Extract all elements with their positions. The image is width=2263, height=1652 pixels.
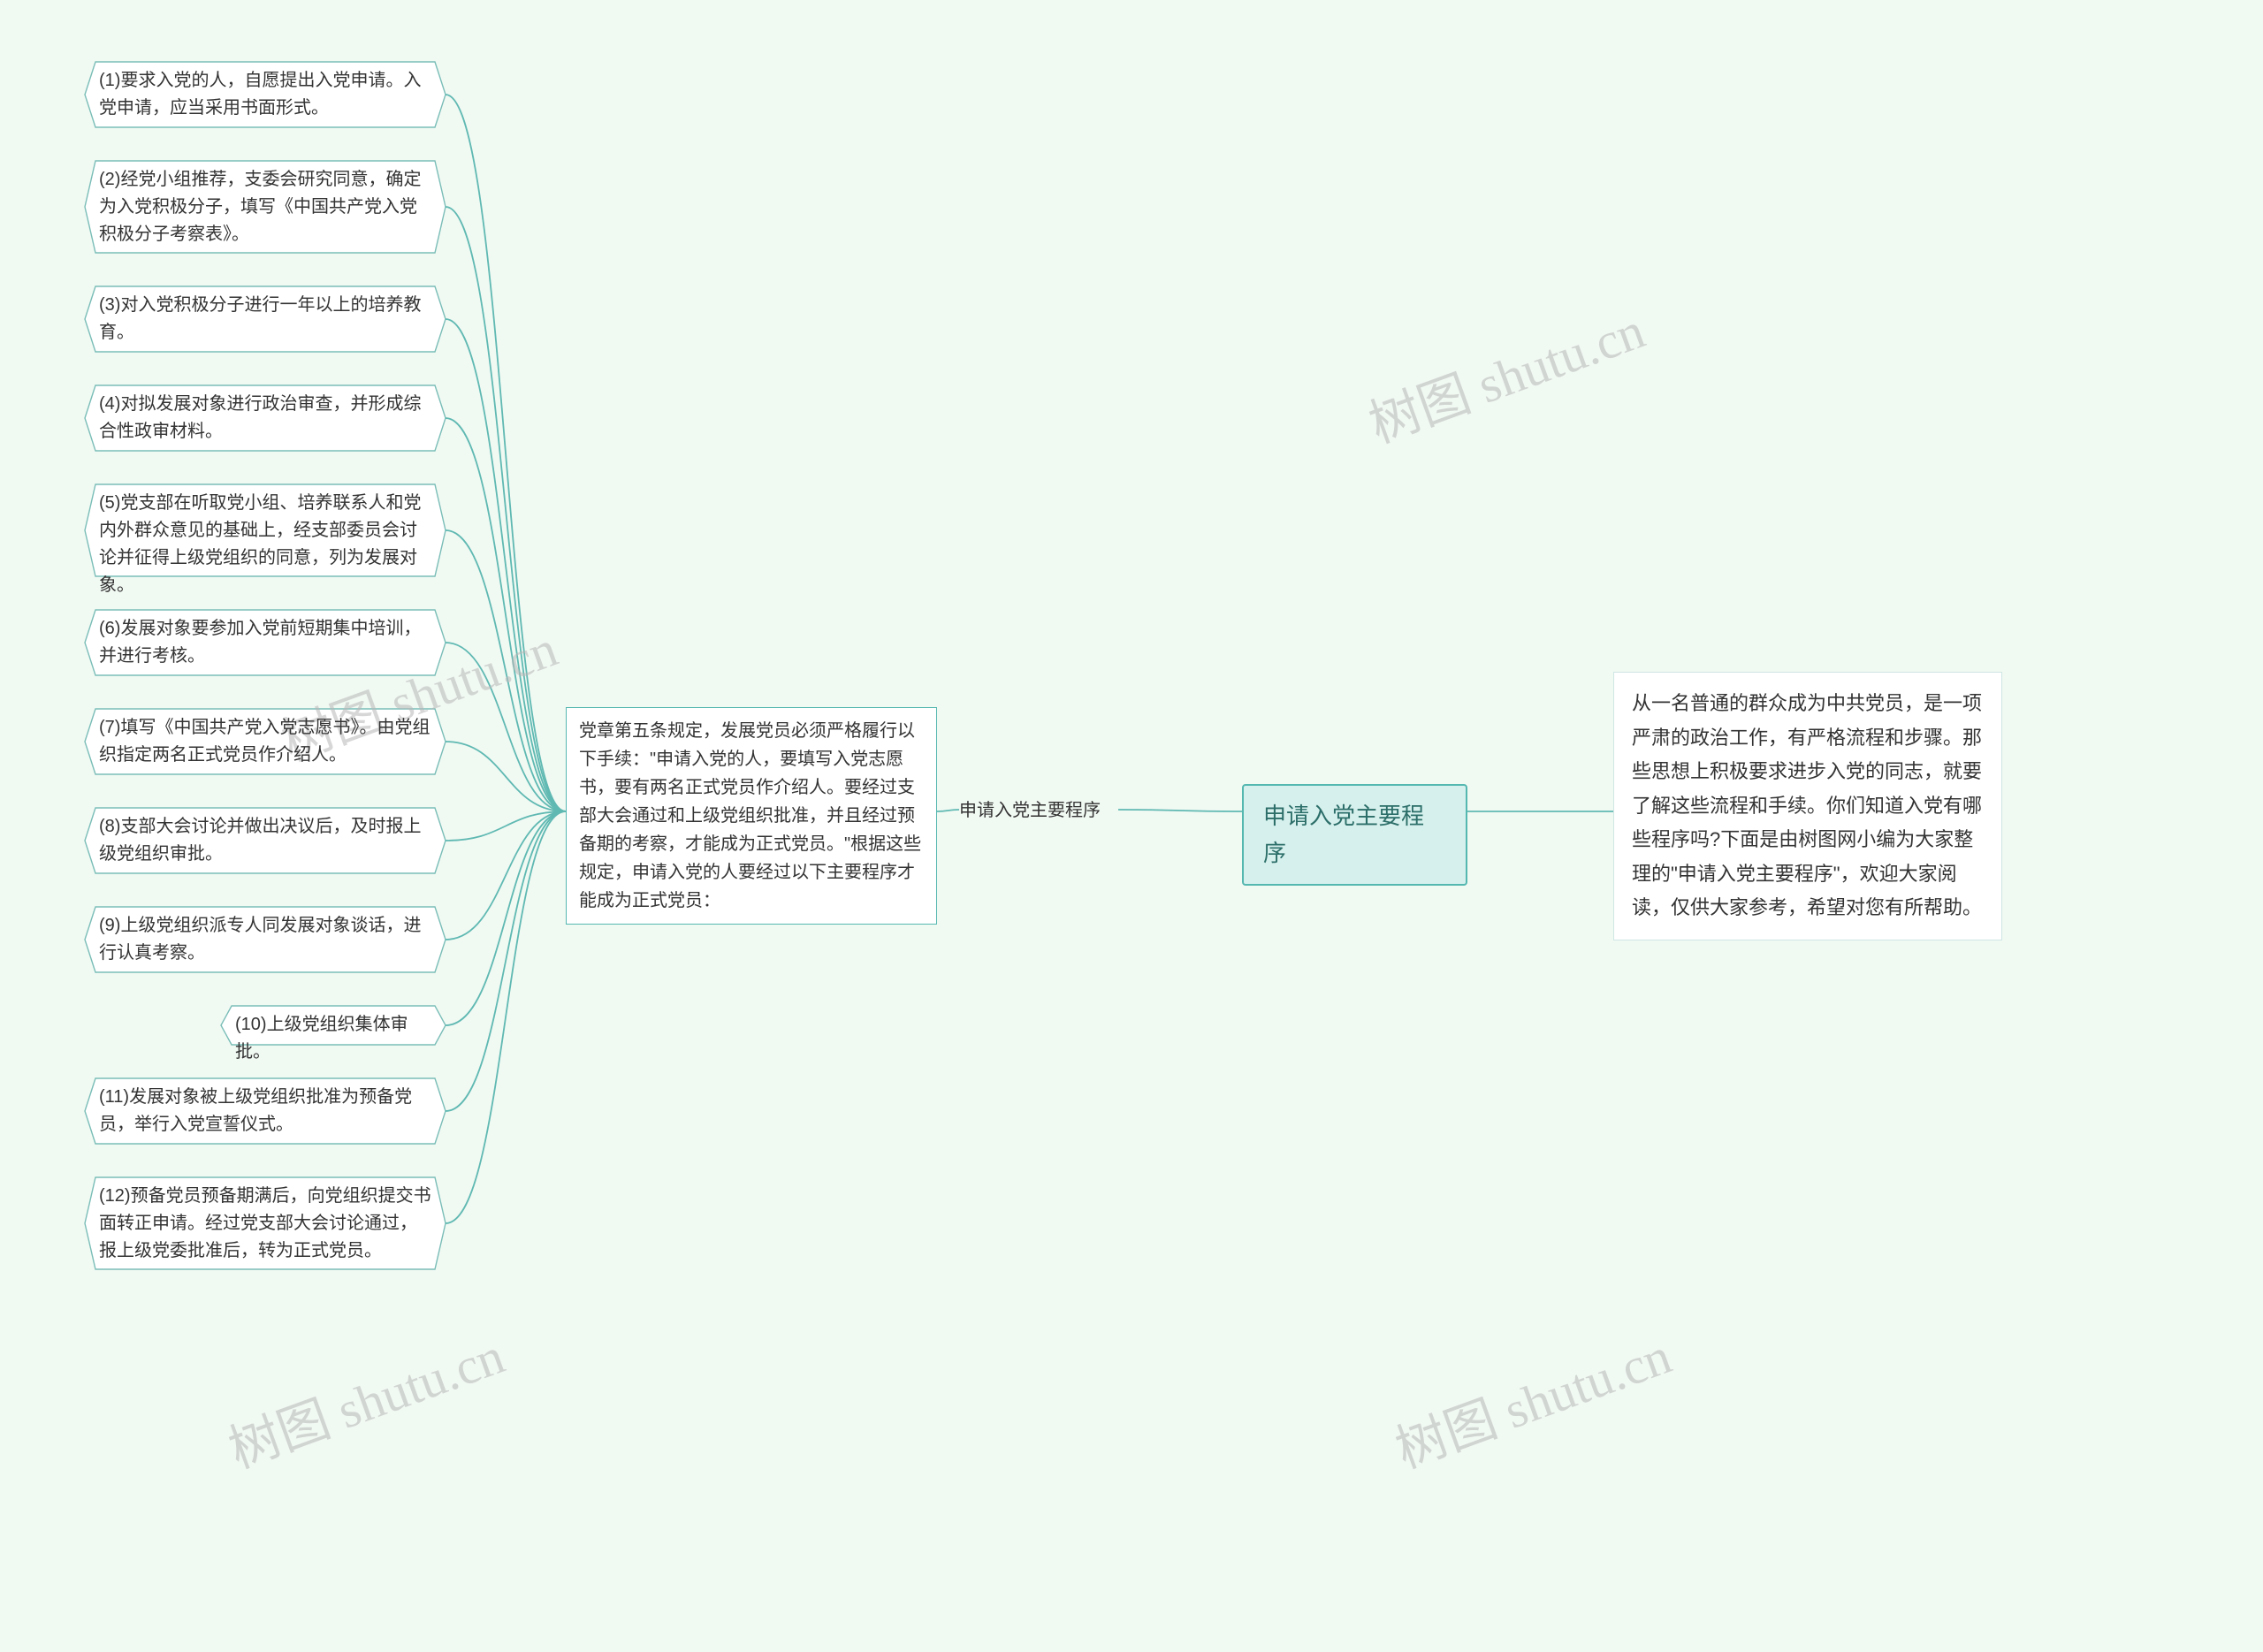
connector bbox=[446, 811, 566, 1111]
description-text: 从一名普通的群众成为中共党员，是一项严肃的政治工作，有严格流程和步骤。那些思想上… bbox=[1632, 692, 1982, 918]
connector bbox=[446, 811, 566, 1025]
connector bbox=[446, 742, 566, 811]
connector bbox=[446, 207, 566, 811]
leaf-text: (6)发展对象要参加入党前短期集中培训，并进行考核。 bbox=[99, 619, 421, 666]
leaf-node[interactable]: (7)填写《中国共产党入党志愿书》。由党组织指定两名正式党员作介绍人。 bbox=[99, 714, 431, 769]
connector bbox=[446, 811, 566, 841]
leaf-node[interactable]: (2)经党小组推荐，支委会研究同意，确定为入党积极分子，填写《中国共产党入党积极… bbox=[99, 166, 431, 248]
level2-node[interactable]: 申请入党主要程序 bbox=[959, 796, 1101, 821]
watermark: 树图 shutu.cn bbox=[1383, 1314, 1680, 1482]
watermark: 树图 shutu.cn bbox=[217, 1314, 513, 1482]
connector bbox=[446, 319, 566, 811]
leaf-node[interactable]: (8)支部大会讨论并做出决议后，及时报上级党组织审批。 bbox=[99, 813, 431, 868]
leaf-text: (11)发展对象被上级党组织批准为预备党员，举行入党宣誓仪式。 bbox=[99, 1087, 412, 1134]
summary-node[interactable]: 党章第五条规定，发展党员必须严格履行以下手续："申请入党的人，要填写入党志愿书，… bbox=[566, 707, 937, 925]
connector bbox=[446, 811, 566, 940]
leaf-text: (7)填写《中国共产党入党志愿书》。由党组织指定两名正式党员作介绍人。 bbox=[99, 718, 430, 765]
leaf-node[interactable]: (10)上级党组织集体审批。 bbox=[235, 1011, 431, 1066]
root-node[interactable]: 申请入党主要程序 bbox=[1242, 784, 1467, 886]
watermark: 树图 shutu.cn bbox=[1357, 289, 1653, 457]
leaf-text: (9)上级党组织派专人同发展对象谈话，进行认真考察。 bbox=[99, 916, 421, 963]
root-label: 申请入党主要程序 bbox=[1263, 803, 1424, 866]
level2-label: 申请入党主要程序 bbox=[959, 801, 1101, 820]
summary-text: 党章第五条规定，发展党员必须严格履行以下手续："申请入党的人，要填写入党志愿书，… bbox=[579, 721, 921, 910]
leaf-text: (12)预备党员预备期满后，向党组织提交书面转正申请。经过党支部大会讨论通过，报… bbox=[99, 1186, 431, 1260]
connector bbox=[446, 418, 566, 811]
leaf-node[interactable]: (4)对拟发展对象进行政治审查，并形成综合性政审材料。 bbox=[99, 391, 431, 445]
description-node: 从一名普通的群众成为中共党员，是一项严肃的政治工作，有严格流程和步骤。那些思想上… bbox=[1613, 672, 2002, 940]
leaf-node[interactable]: (5)党支部在听取党小组、培养联系人和党内外群众意见的基础上，经支部委员会讨论并… bbox=[99, 490, 431, 599]
connector bbox=[446, 95, 566, 811]
leaf-text: (3)对入党积极分子进行一年以上的培养教育。 bbox=[99, 295, 421, 342]
connector bbox=[937, 810, 959, 811]
leaf-node[interactable]: (12)预备党员预备期满后，向党组织提交书面转正申请。经过党支部大会讨论通过，报… bbox=[99, 1183, 431, 1265]
leaf-node[interactable]: (1)要求入党的人，自愿提出入党申请。入党申请，应当采用书面形式。 bbox=[99, 67, 431, 122]
leaf-text: (8)支部大会讨论并做出决议后，及时报上级党组织审批。 bbox=[99, 817, 421, 864]
leaf-node[interactable]: (9)上级党组织派专人同发展对象谈话，进行认真考察。 bbox=[99, 912, 431, 967]
leaf-text: (2)经党小组推荐，支委会研究同意，确定为入党积极分子，填写《中国共产党入党积极… bbox=[99, 170, 421, 244]
leaf-node[interactable]: (3)对入党积极分子进行一年以上的培养教育。 bbox=[99, 292, 431, 346]
leaf-node[interactable]: (11)发展对象被上级党组织批准为预备党员，举行入党宣誓仪式。 bbox=[99, 1084, 431, 1138]
connector bbox=[446, 643, 566, 811]
leaf-node[interactable]: (6)发展对象要参加入党前短期集中培训，并进行考核。 bbox=[99, 615, 431, 670]
connector bbox=[1118, 810, 1242, 811]
leaf-text: (1)要求入党的人，自愿提出入党申请。入党申请，应当采用书面形式。 bbox=[99, 71, 421, 118]
leaf-text: (10)上级党组织集体审批。 bbox=[235, 1015, 408, 1062]
connector bbox=[446, 530, 566, 811]
leaf-text: (4)对拟发展对象进行政治审查，并形成综合性政审材料。 bbox=[99, 394, 421, 441]
leaf-text: (5)党支部在听取党小组、培养联系人和党内外群众意见的基础上，经支部委员会讨论并… bbox=[99, 493, 421, 595]
connector bbox=[446, 811, 566, 1223]
